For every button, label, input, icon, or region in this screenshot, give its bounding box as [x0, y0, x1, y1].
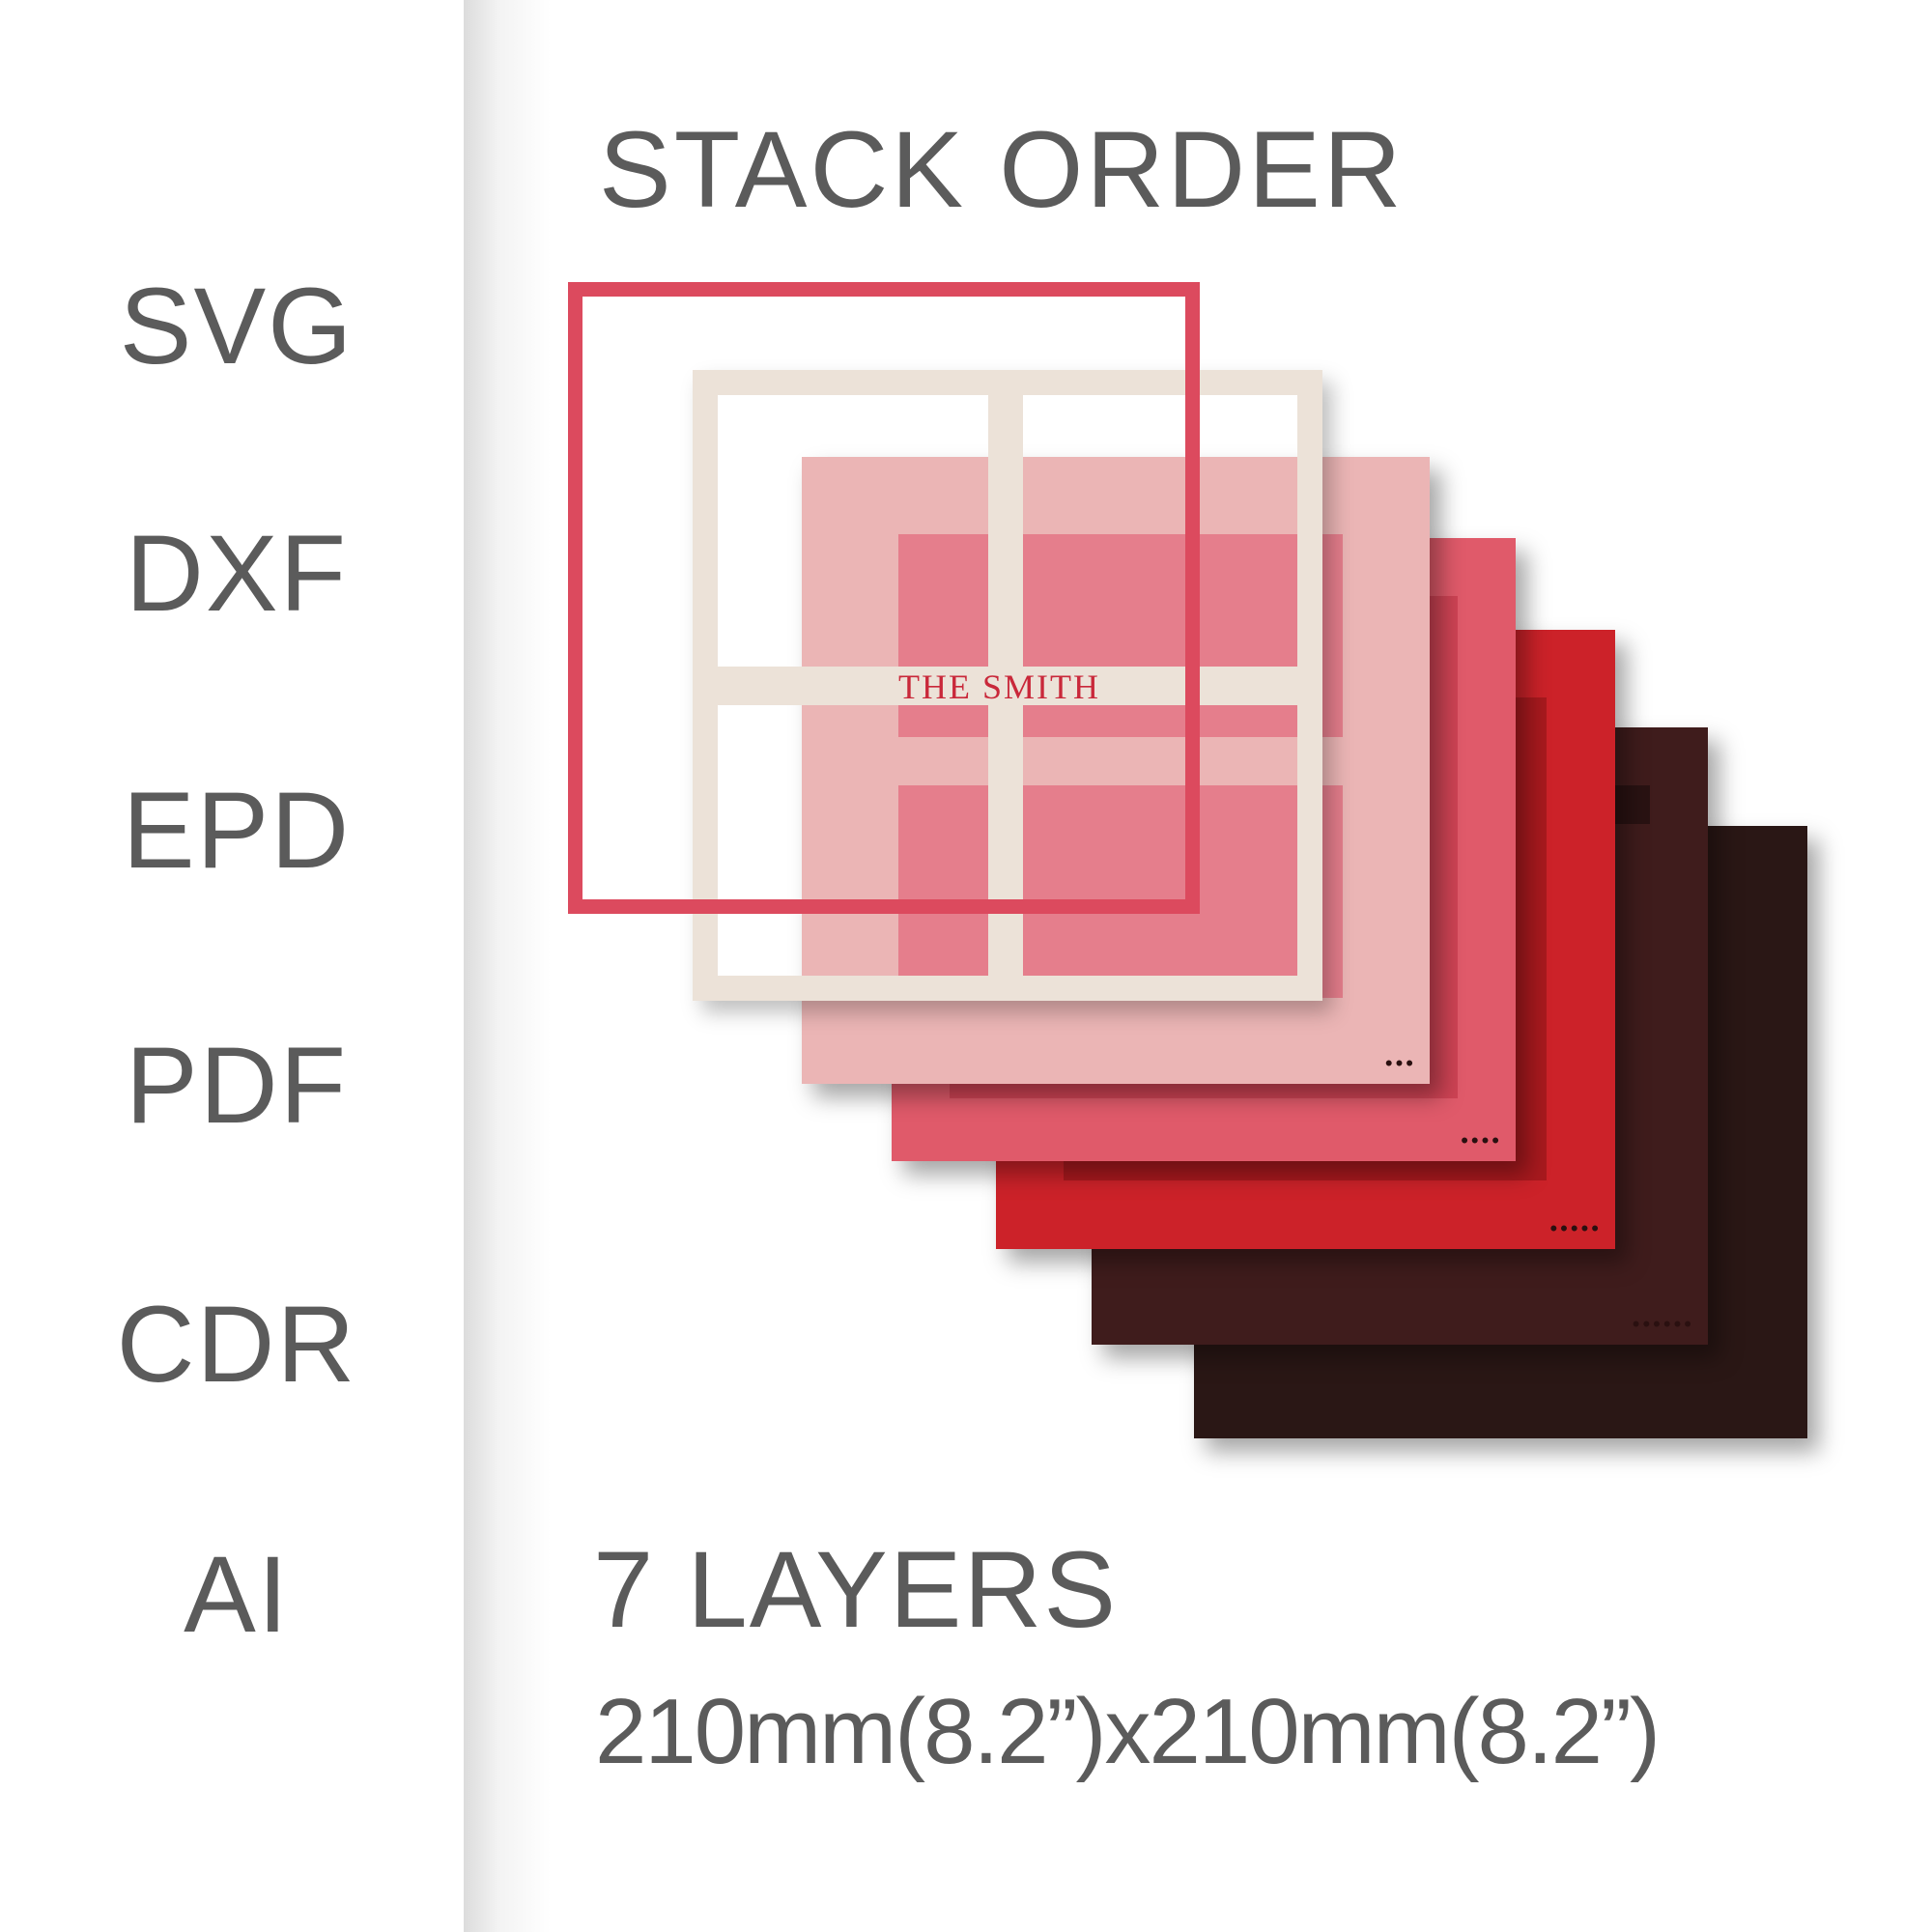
format-svg: SVG [119, 266, 355, 386]
layer-3: ••• [802, 457, 1430, 1084]
dimensions: 210mm(8.2”)x210mm(8.2”) [595, 1680, 1661, 1783]
sidebar-divider [464, 0, 551, 1932]
layer-2 [693, 370, 1322, 1001]
format-ai: AI [184, 1534, 290, 1655]
format-pdf: PDF [126, 1025, 348, 1146]
card-name-text: THE SMITH [898, 668, 1100, 706]
page-title: STACK ORDER [599, 109, 1405, 230]
layer-mark: ••••• [1549, 1216, 1602, 1240]
file-format-sidebar: SVG DXF EPD PDF CDR AI [0, 0, 464, 1932]
format-epd: EPD [122, 770, 352, 891]
layer-mark: ••• [1384, 1051, 1416, 1075]
layer-count: 7 LAYERS [593, 1529, 1119, 1650]
layer-mark: •••••• [1632, 1312, 1694, 1336]
layer-mark: •••• [1461, 1128, 1502, 1152]
format-cdr: CDR [116, 1284, 357, 1405]
layer-1-frame [568, 282, 1200, 914]
format-dxf: DXF [126, 513, 348, 634]
